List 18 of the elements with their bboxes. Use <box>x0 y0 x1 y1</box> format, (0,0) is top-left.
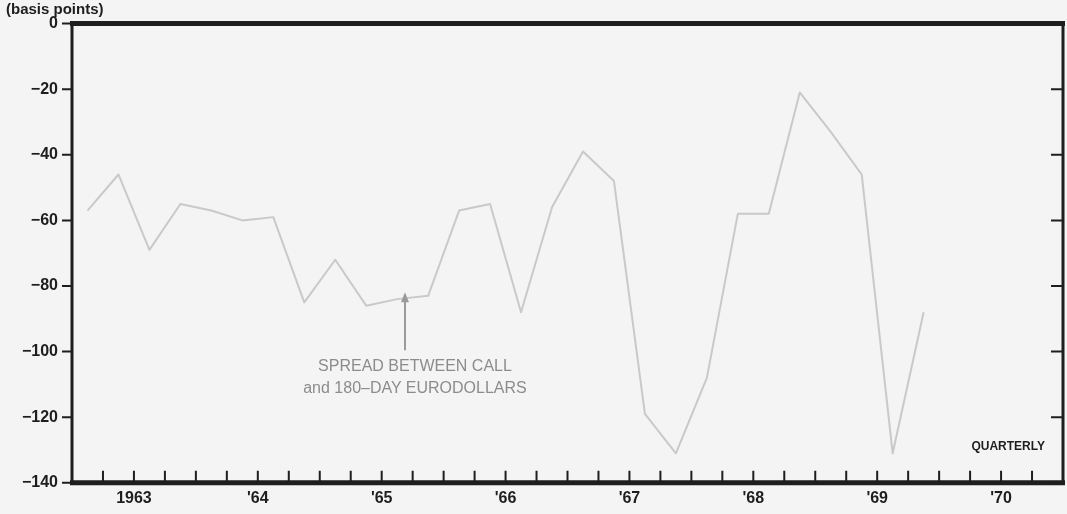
x-tick-label: '68 <box>742 488 765 506</box>
x-tick-label: '69 <box>866 488 889 506</box>
x-tick-label: 1963 <box>116 488 152 506</box>
y-tick-label: −40 <box>30 145 59 163</box>
y-tick-label: −80 <box>30 276 59 294</box>
annotation: SPREAD BETWEEN CALL and 180–DAY EURODOLLARS <box>303 356 527 396</box>
y-tick-label: −60 <box>30 210 59 228</box>
x-tick-label: '67 <box>618 488 641 506</box>
x-tick-label: '70 <box>990 488 1012 506</box>
y-axis-title: (basis points) <box>6 0 104 17</box>
y-tick-label: −20 <box>30 79 59 97</box>
x-tick-label: '65 <box>370 488 393 506</box>
x-tick-label: '64 <box>247 488 269 506</box>
y-tick-label: −100 <box>21 342 59 360</box>
x-tick-label: '66 <box>494 488 517 506</box>
y-tick-label: −140 <box>21 473 59 491</box>
annotation: QUARTERLY <box>971 439 1045 454</box>
y-tick-label: −120 <box>21 407 59 425</box>
